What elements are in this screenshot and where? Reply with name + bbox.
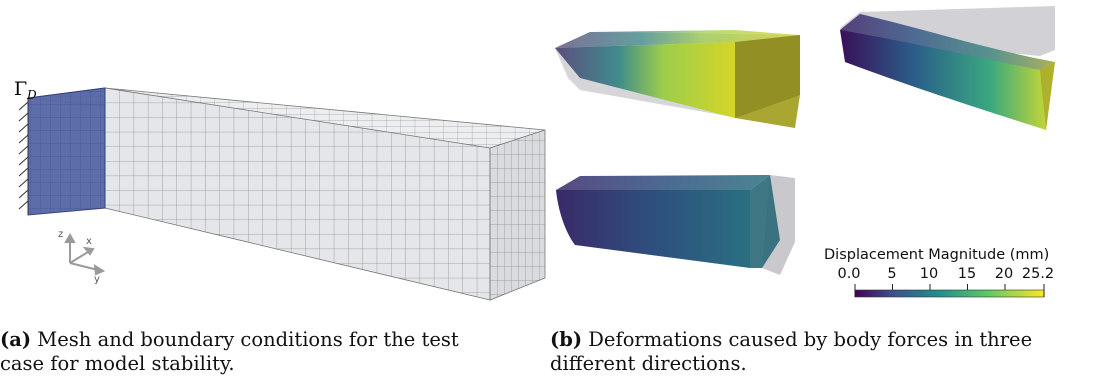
dirichlet-boundary-face (27, 87, 106, 216)
mesh-side-face (489, 129, 546, 301)
caption-a-line1: Mesh and boundary conditions for the tes… (37, 328, 459, 351)
axis-y-label: y (94, 274, 100, 285)
caption-b: (b) Deformations caused by body forces i… (550, 328, 1090, 376)
colorbar-tick-4: 20 (995, 266, 1013, 282)
colorbar-tick-3: 15 (958, 266, 976, 282)
colorbar: Displacement Magnitude (mm) 0.0 5 10 15 … (824, 247, 1054, 298)
colorbar-gradient (854, 289, 1045, 298)
axes-triad (64, 232, 106, 276)
deformation-1 (555, 30, 800, 128)
boundary-label-subscript: D (26, 88, 37, 102)
caption-b-label: (b) (550, 328, 583, 351)
mesh-panel: Γ D z x y (14, 78, 546, 301)
colorbar-tick-2: 10 (920, 266, 938, 282)
caption-a-line2: case for model stability. (0, 352, 235, 375)
deformation-3 (556, 175, 795, 275)
caption-b-line1: Deformations caused by body forces in th… (588, 328, 1033, 351)
caption-a: (a) Mesh and boundary conditions for the… (0, 328, 540, 376)
axis-x-label: x (86, 236, 92, 247)
deformation-2 (840, 6, 1055, 130)
boundary-label: Γ (14, 78, 27, 100)
caption-a-label: (a) (0, 328, 32, 351)
caption-b-line2: different directions. (550, 352, 747, 375)
colorbar-tick-5: 25.2 (1022, 266, 1054, 282)
colorbar-tick-1: 5 (887, 266, 896, 282)
fixed-support-hatch (18, 98, 29, 215)
axis-z-label: z (58, 229, 63, 240)
colorbar-tick-0: 0.0 (837, 266, 860, 282)
colorbar-title: Displacement Magnitude (mm) (824, 247, 1049, 263)
